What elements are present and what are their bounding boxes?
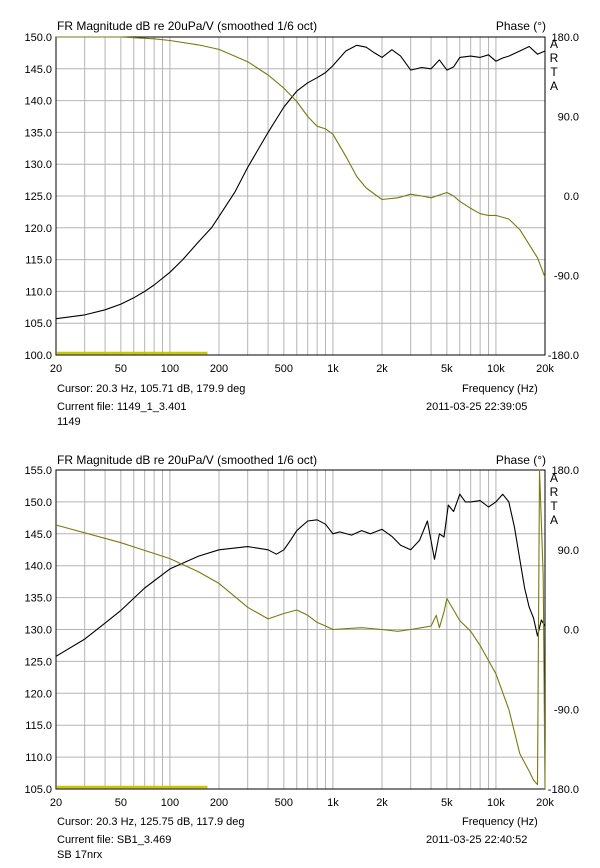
x-tick-label: 500 bbox=[275, 797, 293, 809]
x-tick-label: 5k bbox=[441, 363, 453, 375]
y-tick-label: 150.0 bbox=[24, 32, 52, 44]
watermark-letter: R bbox=[549, 51, 559, 65]
y-tick-label: 100.0 bbox=[24, 350, 52, 362]
file-comment: SB 17nrx bbox=[57, 849, 103, 861]
x-tick-label: 200 bbox=[210, 797, 228, 809]
x-tick-label: 2k bbox=[376, 797, 388, 809]
y-tick-label: 130.0 bbox=[24, 159, 52, 171]
y-tick-label: 125.0 bbox=[24, 656, 52, 668]
y-tick-label: 125.0 bbox=[24, 191, 52, 203]
chart-panel-1: FR Magnitude dB re 20uPa/V (smoothed 1/6… bbox=[24, 19, 579, 428]
y-tick-label: 145.0 bbox=[24, 64, 52, 76]
watermark-letter: A bbox=[549, 79, 558, 93]
y-tick-label: 155.0 bbox=[24, 465, 52, 477]
y-tick-label: 135.0 bbox=[24, 593, 52, 605]
frequency-response-plot: 105.0 110.0 115.0 120.0 125.0 130.0 135.0 140.0… bbox=[24, 465, 579, 809]
measurement-datetime: 2011-03-25 22:39:05 bbox=[426, 401, 528, 413]
x-tick-label: 20 bbox=[50, 363, 62, 375]
x-tick-label: 1k bbox=[327, 363, 339, 375]
y-tick-label: 110.0 bbox=[25, 752, 52, 764]
y-tick-label: 115.0 bbox=[25, 255, 52, 267]
arta-watermark: A R T A bbox=[548, 471, 560, 527]
watermark-letter: A bbox=[549, 37, 558, 51]
y-tick-label: 105.0 bbox=[24, 318, 52, 330]
x-tick-label: 1k bbox=[327, 797, 339, 809]
watermark-letter: T bbox=[550, 499, 558, 513]
x-tick-label: 50 bbox=[115, 797, 127, 809]
watermark-letter: A bbox=[549, 513, 558, 527]
y-tick-label: 120.0 bbox=[24, 223, 52, 235]
phase-curve bbox=[55, 469, 546, 790]
phase-axis-title: Phase (°) bbox=[495, 19, 546, 33]
x-tick-label: 10k bbox=[487, 797, 505, 809]
phase-axis-title: Phase (°) bbox=[495, 453, 546, 467]
phase-tick-label: 90.0 bbox=[558, 545, 579, 557]
x-tick-label: 200 bbox=[210, 363, 228, 375]
current-file: Current file: 1149_1_3.401 bbox=[57, 401, 187, 413]
y-tick-label: 110.0 bbox=[25, 286, 52, 298]
y-tick-label: 130.0 bbox=[24, 625, 52, 637]
x-axis-label: Frequency (Hz) bbox=[462, 816, 538, 828]
y-tick-label: 115.0 bbox=[25, 720, 52, 732]
file-comment: 1149 bbox=[57, 416, 81, 428]
phase-tick-label: 0.0 bbox=[564, 625, 579, 637]
phase-tick-label: -180.0 bbox=[548, 784, 579, 796]
watermark-letter: R bbox=[549, 485, 559, 499]
y-tick-label: 145.0 bbox=[24, 529, 52, 541]
phase-tick-label: -180.0 bbox=[548, 350, 579, 362]
y-tick-label: 105.0 bbox=[24, 784, 52, 796]
chart-title: FR Magnitude dB re 20uPa/V (smoothed 1/6… bbox=[57, 453, 318, 467]
current-file: Current file: SB1_3.469 bbox=[57, 834, 172, 846]
y-tick-label: 120.0 bbox=[24, 688, 52, 700]
x-tick-label: 50 bbox=[115, 363, 127, 375]
y-tick-label: 140.0 bbox=[24, 561, 52, 573]
x-tick-label: 100 bbox=[161, 363, 179, 375]
frequency-response-plot: 100.0 105.0 110.0 115.0 120.0 125.0 130.0 135.0… bbox=[24, 32, 579, 375]
magnitude-curve bbox=[55, 44, 546, 320]
y-tick-label: 135.0 bbox=[24, 127, 52, 139]
phase-tick-label: -90.0 bbox=[554, 704, 579, 716]
cursor-readout: Cursor: 20.3 Hz, 105.71 dB, 179.9 deg bbox=[57, 383, 246, 395]
magnitude-curve bbox=[55, 493, 546, 657]
x-tick-label: 20k bbox=[536, 797, 554, 809]
measurement-datetime: 2011-03-25 22:40:52 bbox=[426, 834, 528, 846]
x-tick-label: 2k bbox=[376, 363, 388, 375]
y-tick-label: 140.0 bbox=[24, 96, 52, 108]
chart-title: FR Magnitude dB re 20uPa/V (smoothed 1/6… bbox=[57, 19, 318, 33]
phase-tick-label: 180.0 bbox=[551, 32, 579, 44]
phase-tick-label: 180.0 bbox=[551, 465, 579, 477]
phase-curve bbox=[56, 36, 546, 278]
phase-tick-label: -90.0 bbox=[554, 271, 579, 283]
x-tick-label: 100 bbox=[161, 797, 179, 809]
cursor-readout: Cursor: 20.3 Hz, 125.75 dB, 117.9 deg bbox=[57, 816, 245, 828]
plot-frame bbox=[55, 36, 546, 356]
watermark-letter: T bbox=[550, 65, 558, 79]
watermark-letter: A bbox=[549, 471, 558, 485]
x-tick-label: 10k bbox=[487, 363, 505, 375]
phase-tick-label: 90.0 bbox=[558, 112, 579, 124]
x-tick-label: 5k bbox=[441, 797, 453, 809]
phase-tick-label: 0.0 bbox=[564, 191, 579, 203]
plot-frame bbox=[55, 469, 546, 790]
x-tick-label: 20k bbox=[536, 363, 554, 375]
arta-watermark: A R T A bbox=[548, 37, 560, 93]
y-tick-label: 150.0 bbox=[24, 497, 52, 509]
x-tick-label: 500 bbox=[275, 363, 293, 375]
x-tick-label: 20 bbox=[50, 797, 62, 809]
x-axis-label: Frequency (Hz) bbox=[462, 383, 538, 395]
